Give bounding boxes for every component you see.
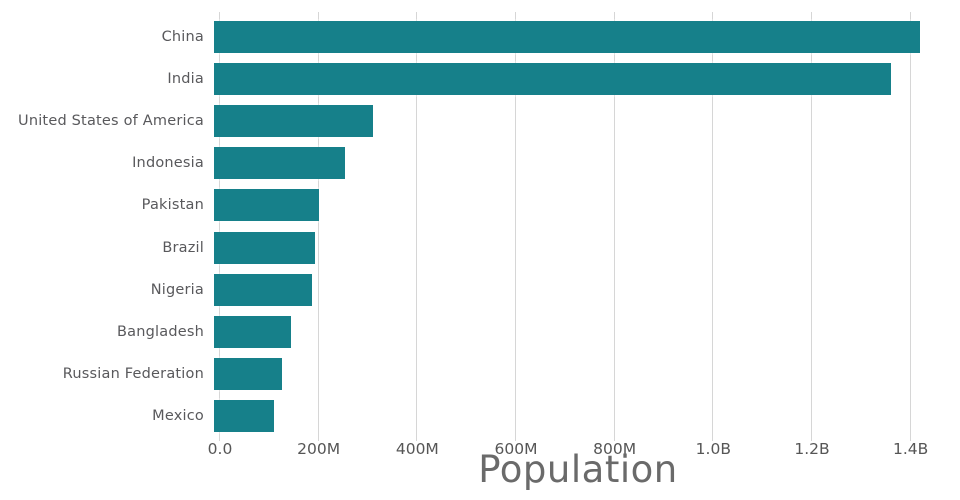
- category-label: Brazil: [162, 239, 204, 256]
- x-tick-label: 800M: [593, 440, 637, 458]
- bar-row: Pakistan: [0, 184, 960, 226]
- bar-bangladesh: [212, 313, 294, 350]
- category-label: China: [161, 29, 204, 46]
- x-tick-label: 1.2B: [794, 440, 830, 458]
- bar-row: Bangladesh: [0, 311, 960, 353]
- bar-row: United States of America: [0, 100, 960, 142]
- category-label: United States of America: [18, 113, 204, 130]
- bar-indonesia: [212, 145, 347, 182]
- category-label: Nigeria: [150, 281, 204, 298]
- bar-russian-federation: [212, 355, 284, 392]
- x-axis-title: Population: [478, 448, 678, 491]
- bar-rows: China India United States of America Indone…: [0, 16, 960, 437]
- x-tick-label: 1.4B: [893, 440, 929, 458]
- bar-row: Nigeria: [0, 269, 960, 311]
- bar-nigeria: [212, 271, 314, 308]
- x-tick-label: 1.0B: [695, 440, 731, 458]
- x-axis-ticks: 0.0 200M 400M 600M 800M 1.0B 1.2B 1.4B: [0, 440, 960, 460]
- bar-row: Mexico: [0, 395, 960, 437]
- bar-row: India: [0, 58, 960, 100]
- x-tick-label: 0.0: [207, 440, 233, 458]
- bar-row: Brazil: [0, 226, 960, 268]
- category-label: Russian Federation: [62, 365, 204, 382]
- bar-brazil: [212, 229, 317, 266]
- bar-row: Russian Federation: [0, 353, 960, 395]
- category-label: Mexico: [152, 407, 204, 424]
- category-label: Bangladesh: [116, 323, 204, 340]
- category-label: Pakistan: [141, 197, 204, 214]
- bar-mexico: [212, 397, 276, 434]
- category-label: Indonesia: [132, 155, 204, 172]
- bar-row: Indonesia: [0, 142, 960, 184]
- bar-row: China: [0, 16, 960, 58]
- x-tick-label: 400M: [395, 440, 439, 458]
- x-tick-label: 600M: [494, 440, 538, 458]
- bar-india: [212, 61, 893, 98]
- bar-china: [212, 19, 923, 56]
- bar-united-states-of-america: [212, 103, 376, 140]
- x-tick-label: 200M: [297, 440, 341, 458]
- bar-pakistan: [212, 187, 321, 224]
- category-label: India: [167, 71, 204, 88]
